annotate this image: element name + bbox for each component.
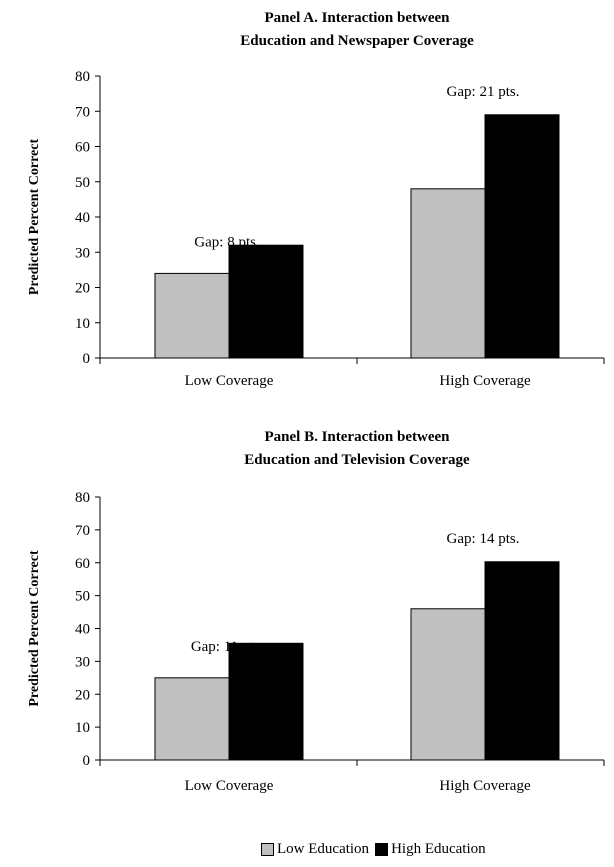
- panel-b-category-label-high-coverage: High Coverage: [439, 778, 531, 794]
- panel-b-y-tick-label-40: 40: [75, 622, 90, 638]
- panel-b-bar-high-coverage-high-education: [484, 561, 560, 761]
- panel-b-y-tick-label-60: 60: [75, 556, 90, 572]
- panel-a-title-line-1: Panel A. Interaction between: [265, 10, 451, 26]
- panel-a-category-label-low-coverage: Low Coverage: [185, 373, 274, 389]
- panel-a-category-label-high-coverage: High Coverage: [439, 373, 531, 389]
- legend-swatch-high-education: [375, 842, 389, 856]
- panel-a-title-line-2: Education and Newspaper Coverage: [240, 33, 474, 49]
- panel-a-y-tick-label-60: 60: [75, 140, 90, 156]
- panel-a-y-tick-label-0: 0: [83, 351, 91, 367]
- panel-a-bar-high-coverage-high-education: [484, 114, 560, 359]
- panel-b-gap-annotation-high-coverage: Gap: 14 pts.: [447, 531, 520, 547]
- panel-b-y-axis-label: Predicted Percent Correct: [27, 550, 42, 707]
- panel-a-y-tick-label-30: 30: [75, 245, 90, 261]
- panel-b-y-tick-label-10: 10: [75, 720, 90, 736]
- panel-b-y-tick-label-30: 30: [75, 654, 90, 670]
- panel-b-y-tick-label-80: 80: [75, 490, 90, 506]
- panel-b-y-tick-label-20: 20: [75, 687, 90, 703]
- panel-a-gap-annotation-low-coverage: Gap: 8 pts.: [194, 234, 259, 250]
- panel-b-title-line-1: Panel B. Interaction between: [265, 429, 451, 445]
- panel-b-bar-high-coverage-low-education: [410, 608, 486, 761]
- panel-a-y-axis-label: Predicted Percent Correct: [27, 139, 42, 296]
- panel-a-y-tick-label-40: 40: [75, 210, 90, 226]
- panel-a-y-tick-label-10: 10: [75, 316, 90, 332]
- legend-item-high-education: High Education: [375, 841, 486, 858]
- legend-label-high-education: High Education: [391, 840, 486, 857]
- panel-b-bar-low-coverage-low-education: [154, 677, 230, 761]
- panel-a-y-tick-label-80: 80: [75, 69, 90, 85]
- legend-swatch-low-education: [261, 842, 274, 856]
- panel-b-y-tick-label-70: 70: [75, 523, 90, 539]
- panel-a-bar-high-coverage-low-education: [410, 188, 486, 359]
- legend-item-low-education: Low Education: [261, 841, 369, 858]
- legend-label-low-education: Low Education: [277, 840, 370, 857]
- panel-a-y-tick-label-50: 50: [75, 175, 90, 191]
- panel-b-category-label-low-coverage: Low Coverage: [185, 778, 274, 794]
- panel-b-gap-annotation-low-coverage: Gap: 11 pts.: [191, 639, 263, 655]
- panel-b-title-line-2: Education and Television Coverage: [244, 452, 470, 468]
- panel-a-bar-low-coverage-low-education: [154, 272, 230, 359]
- panel-a-y-tick-label-70: 70: [75, 104, 90, 120]
- panel-b-bar-low-coverage-high-education: [228, 642, 304, 761]
- panel-a-gap-annotation-high-coverage: Gap: 21 pts.: [447, 84, 520, 100]
- panel-b-y-tick-label-50: 50: [75, 589, 90, 605]
- legend: Low Education High Education: [261, 840, 492, 858]
- panel-a-bar-low-coverage-high-education: [228, 244, 304, 359]
- panel-a-y-tick-label-20: 20: [75, 281, 90, 297]
- panel-b-y-tick-label-0: 0: [83, 753, 91, 769]
